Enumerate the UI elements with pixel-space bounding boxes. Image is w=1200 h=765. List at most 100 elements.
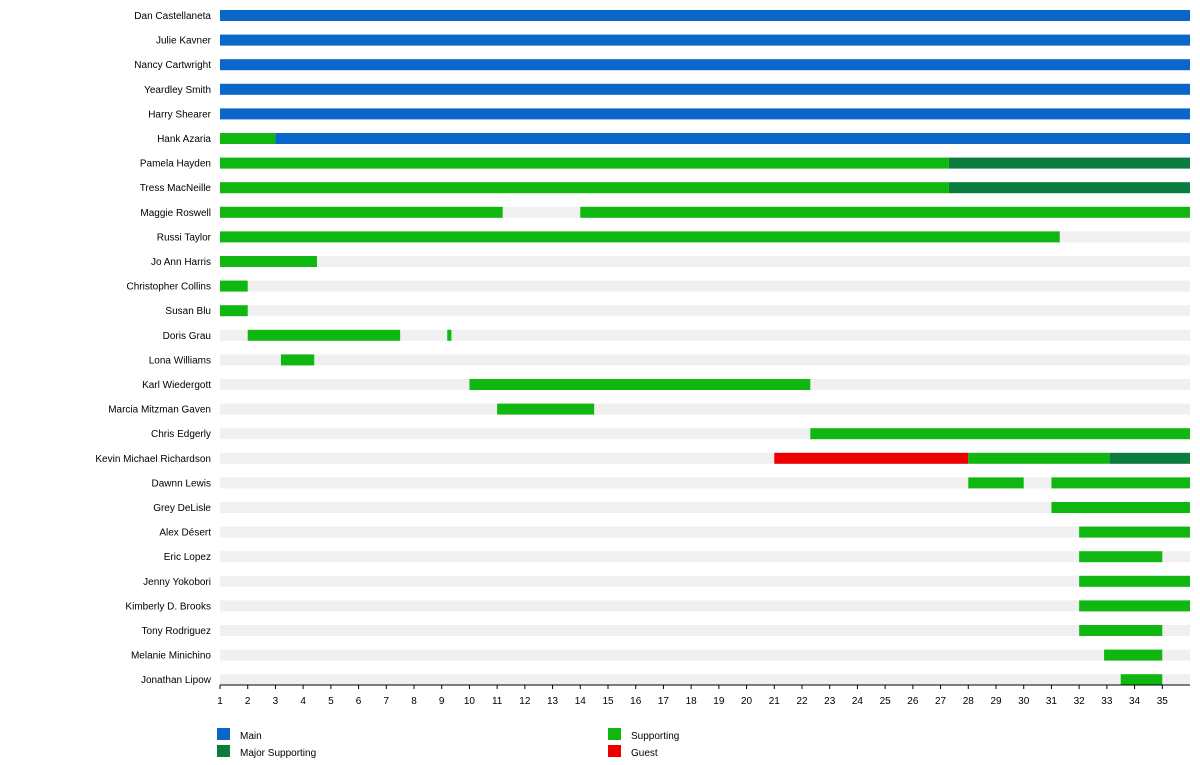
bar-marcia-mitzman-gaven-1-supporting <box>497 403 595 415</box>
x-tick-label-27: 27 <box>935 696 947 707</box>
x-tick-label-15: 15 <box>602 696 614 707</box>
bar-pamela-hayden-2-major-supporting <box>948 157 1190 169</box>
x-tick-label-11: 11 <box>492 696 503 707</box>
legend-label-guest: Guest <box>631 748 658 759</box>
bar-russi-taylor-1-supporting <box>220 231 1060 243</box>
track-tony-rodriguez <box>220 625 1190 636</box>
row-label-nancy-cartwright: Nancy Cartwright <box>134 60 211 71</box>
row-label-alex-desert: Alex Désert <box>159 528 211 539</box>
row-label-hank-azaria: Hank Azaria <box>157 134 211 145</box>
x-tick-label-10: 10 <box>464 696 476 707</box>
x-tick-label-32: 32 <box>1074 696 1086 707</box>
bar-susan-blu-1-supporting <box>220 305 248 317</box>
x-tick-label-9: 9 <box>439 696 445 707</box>
track-doris-grau <box>220 329 1190 341</box>
row-label-kimberly-d-brooks: Kimberly D. Brooks <box>125 601 211 612</box>
x-tick-label-18: 18 <box>686 696 698 707</box>
bar-tony-rodriguez-1-supporting <box>1079 625 1163 636</box>
x-tick-label-20: 20 <box>741 696 753 707</box>
track-grey-delisle <box>220 502 1190 513</box>
bar-eric-lopez-1-supporting <box>1079 551 1163 563</box>
row-label-harry-shearer: Harry Shearer <box>148 109 211 120</box>
x-tick-label-14: 14 <box>575 696 587 707</box>
track-eric-lopez <box>220 551 1190 563</box>
legend-label-major-supporting: Major Supporting <box>240 748 316 759</box>
cast-member-labels: Dan Castellaneta Julie Kavner Nancy Cartwr… <box>95 11 211 686</box>
row-label-dan-castellaneta: Dan Castellaneta <box>134 11 211 22</box>
row-label-jenny-yokobori: Jenny Yokobori <box>143 577 211 588</box>
x-tick-label-16: 16 <box>630 696 642 707</box>
track-kevin-michael-richardson <box>220 452 1190 464</box>
bar-lona-williams-1-supporting <box>280 354 315 366</box>
row-label-maggie-roswell: Maggie Roswell <box>140 208 211 219</box>
x-tick-label-31: 31 <box>1046 696 1058 707</box>
bar-kevin-michael-richardson-3-major-supporting <box>1109 452 1190 464</box>
row-label-dawnn-lewis: Dawnn Lewis <box>152 478 211 489</box>
bar-tress-macneille-2-major-supporting <box>948 182 1190 194</box>
bar-julie-kavner-1-main <box>220 34 1190 46</box>
bar-pamela-hayden-1-supporting <box>220 157 949 169</box>
x-tick-label-21: 21 <box>769 696 781 707</box>
track-christopher-collins <box>220 280 1190 292</box>
x-tick-label-19: 19 <box>713 696 725 707</box>
bar-doris-grau-2-supporting <box>447 329 452 341</box>
x-tick-label-5: 5 <box>328 696 334 707</box>
x-tick-label-8: 8 <box>411 696 417 707</box>
x-tick-label-33: 33 <box>1101 696 1113 707</box>
bar-karl-wiedergott-1-supporting <box>469 379 811 390</box>
x-tick-label-6: 6 <box>356 696 362 707</box>
row-label-lona-williams: Lona Williams <box>149 355 211 366</box>
bar-yeardley-smith-1-main <box>220 83 1190 95</box>
legend-swatch-major-supporting <box>217 745 230 757</box>
row-label-doris-grau: Doris Grau <box>163 331 211 342</box>
row-label-kevin-michael-richardson: Kevin Michael Richardson <box>95 454 211 465</box>
row-label-jonathan-lipow: Jonathan Lipow <box>141 675 212 686</box>
bar-harry-shearer-1-main <box>220 108 1190 120</box>
x-tick-label-4: 4 <box>300 696 306 707</box>
row-label-tony-rodriguez: Tony Rodriguez <box>142 626 211 637</box>
legend-label-main: Main <box>240 731 262 742</box>
row-label-pamela-hayden: Pamela Hayden <box>140 159 211 170</box>
bar-maggie-roswell-1-supporting <box>220 206 503 218</box>
row-label-marcia-mitzman-gaven: Marcia Mitzman Gaven <box>108 405 211 416</box>
bar-tress-macneille-1-supporting <box>220 182 949 194</box>
row-label-susan-blu: Susan Blu <box>165 306 211 317</box>
row-label-julie-kavner: Julie Kavner <box>156 36 212 47</box>
row-label-yeardley-smith: Yeardley Smith <box>144 85 211 96</box>
track-dawnn-lewis <box>220 477 1190 489</box>
track-jo-ann-harris <box>220 256 1190 267</box>
x-tick-label-12: 12 <box>519 696 531 707</box>
x-axis: 1 2 3 4 5 6 7 8 9 10 11 12 13 14 15 16 17 18 19 20 21 22 23 24 2… <box>217 684 1190 707</box>
x-tick-label-13: 13 <box>547 696 559 707</box>
bar-dan-castellaneta-1-main <box>220 10 1190 21</box>
x-tick-label-28: 28 <box>963 696 975 707</box>
x-tick-label-23: 23 <box>824 696 836 707</box>
bar-christopher-collins-1-supporting <box>220 280 248 292</box>
track-kimberly-d-brooks <box>220 600 1190 612</box>
row-label-melanie-minichino: Melanie Minichino <box>131 651 211 662</box>
bar-melanie-minichino-1-supporting <box>1104 649 1163 661</box>
track-lona-williams <box>220 354 1190 366</box>
bar-doris-grau-1-supporting <box>247 329 401 341</box>
x-tick-label-7: 7 <box>384 696 390 707</box>
row-label-grey-delisle: Grey DeLisle <box>153 503 211 514</box>
row-label-chris-edgerly: Chris Edgerly <box>151 429 211 440</box>
bar-alex-desert-1-supporting <box>1079 526 1190 538</box>
legend-label-supporting: Supporting <box>631 731 679 742</box>
bar-grey-delisle-1-supporting <box>1051 502 1190 513</box>
row-label-russi-taylor: Russi Taylor <box>157 232 212 243</box>
bar-nancy-cartwright-1-main <box>220 59 1190 71</box>
legend: Main Major Supporting Supporting Guest <box>217 728 679 759</box>
legend-swatch-main <box>217 728 230 740</box>
x-tick-label-3: 3 <box>273 696 279 707</box>
track-jonathan-lipow <box>220 674 1190 686</box>
x-tick-label-30: 30 <box>1018 696 1030 707</box>
bar-jonathan-lipow-1-supporting <box>1120 674 1163 686</box>
bar-kevin-michael-richardson-1-guest <box>774 452 969 464</box>
x-tick-label-24: 24 <box>852 696 864 707</box>
x-tick-label-2: 2 <box>245 696 251 707</box>
bar-maggie-roswell-2-supporting <box>580 206 1190 218</box>
x-tick-label-34: 34 <box>1129 696 1141 707</box>
bar-kevin-michael-richardson-2-supporting <box>968 452 1110 464</box>
